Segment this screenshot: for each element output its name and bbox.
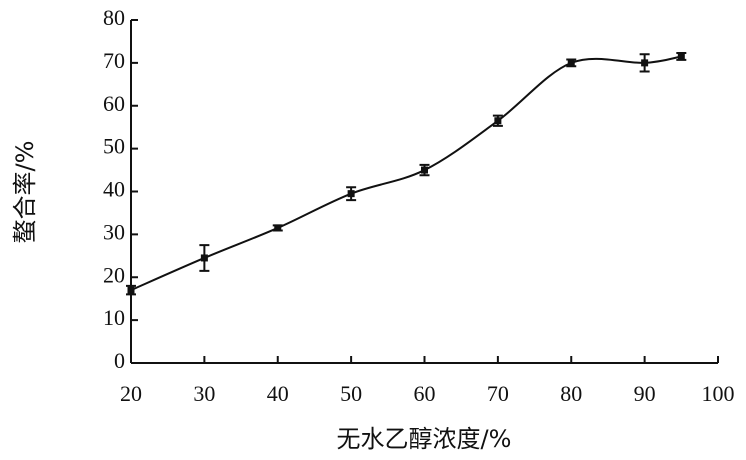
- data-point: [494, 117, 502, 125]
- y-tick-label: 10: [103, 305, 125, 330]
- data-point: [677, 52, 685, 60]
- x-tick-label: 20: [120, 381, 142, 406]
- data-point: [567, 59, 575, 67]
- y-tick-label: 80: [103, 5, 125, 30]
- x-tick-label: 60: [414, 381, 436, 406]
- x-tick-label: 100: [702, 381, 735, 406]
- x-tick-label: 70: [487, 381, 509, 406]
- y-tick-label: 60: [103, 91, 125, 116]
- x-tick-label: 90: [634, 381, 656, 406]
- y-tick-label: 70: [103, 48, 125, 73]
- data-point: [347, 190, 355, 198]
- data-point: [200, 254, 208, 262]
- y-tick-label: 30: [103, 219, 125, 244]
- data-line: [130, 55, 682, 292]
- x-tick-label: 40: [267, 381, 289, 406]
- y-axis-label: 螯合率/%: [11, 141, 39, 244]
- y-tick-label: 0: [114, 348, 125, 373]
- x-tick-label: 80: [560, 381, 582, 406]
- data-point: [421, 166, 428, 174]
- x-tick-label: 50: [340, 381, 362, 406]
- y-tick-label: 40: [103, 177, 125, 202]
- y-tick-label: 50: [103, 134, 125, 159]
- data-point: [274, 224, 282, 232]
- data-point: [641, 59, 649, 67]
- y-tick-label: 20: [103, 262, 125, 287]
- data-point: [127, 286, 135, 294]
- x-axis-label: 无水乙醇浓度/%: [337, 425, 512, 453]
- x-tick-label: 30: [193, 381, 215, 406]
